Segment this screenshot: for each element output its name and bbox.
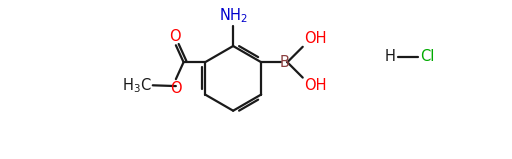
Text: OH: OH bbox=[304, 78, 327, 93]
Text: O: O bbox=[170, 81, 182, 96]
Text: H$_3$C: H$_3$C bbox=[122, 76, 151, 95]
Text: NH$_2$: NH$_2$ bbox=[219, 7, 248, 25]
Text: OH: OH bbox=[304, 31, 327, 46]
Text: B: B bbox=[280, 55, 289, 70]
Text: Cl: Cl bbox=[420, 49, 435, 64]
Text: H: H bbox=[385, 49, 396, 64]
Text: O: O bbox=[169, 29, 181, 44]
